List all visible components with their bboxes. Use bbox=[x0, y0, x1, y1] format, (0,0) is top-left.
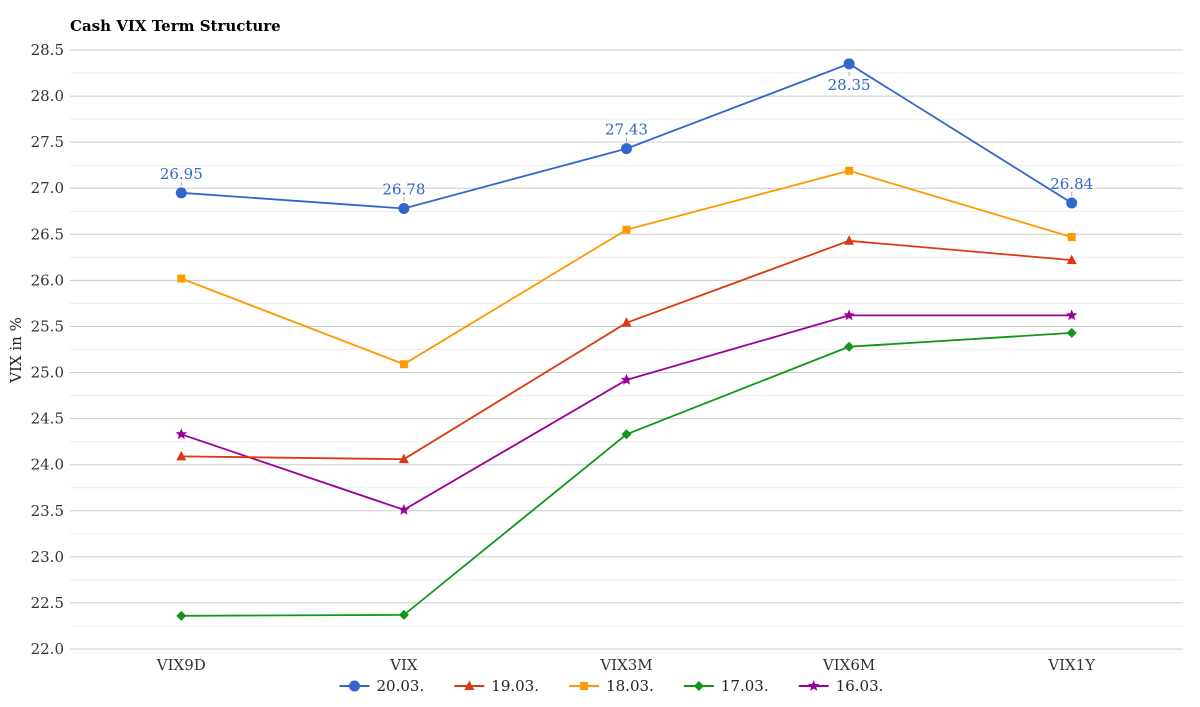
data-label: 26.78 bbox=[382, 181, 425, 199]
data-point bbox=[398, 503, 410, 515]
y-axis-label: VIX in % bbox=[7, 317, 25, 384]
data-labels: 26.95 26.78 27.43 28.35 26.84 bbox=[160, 71, 1093, 202]
y-tick-label: 23.0 bbox=[31, 548, 64, 566]
y-tick-label: 23.5 bbox=[31, 502, 64, 520]
data-point bbox=[398, 609, 409, 620]
legend-marker bbox=[349, 680, 360, 692]
data-point bbox=[398, 203, 410, 215]
legend-label: 17.03. bbox=[721, 677, 769, 695]
data-point bbox=[177, 274, 186, 283]
chart-title: Cash VIX Term Structure bbox=[70, 17, 281, 35]
data-point bbox=[175, 428, 188, 440]
data-point bbox=[175, 187, 187, 199]
data-point bbox=[843, 58, 855, 70]
x-tick-label: VIX9D bbox=[156, 656, 206, 674]
series-markers bbox=[175, 58, 1078, 621]
data-point bbox=[845, 166, 854, 175]
legend-marker bbox=[580, 682, 589, 690]
data-point bbox=[1066, 197, 1078, 209]
data-point bbox=[399, 360, 408, 369]
data-point bbox=[1066, 254, 1077, 265]
x-axis-ticks: VIX9D VIX VIX3M VIX6M VIX1Y bbox=[156, 656, 1096, 674]
data-point bbox=[844, 341, 855, 352]
legend-marker bbox=[807, 680, 820, 691]
legend-label: 18.03. bbox=[606, 677, 654, 695]
y-tick-label: 27.0 bbox=[31, 179, 64, 197]
legend-label: 19.03. bbox=[491, 677, 539, 695]
y-tick-label: 22.5 bbox=[31, 594, 64, 612]
data-point bbox=[398, 453, 409, 464]
data-point bbox=[1066, 327, 1077, 338]
legend-label: 20.03. bbox=[377, 677, 425, 695]
legend-item[interactable]: 17.03. bbox=[683, 677, 769, 695]
data-point bbox=[621, 143, 632, 155]
legend-marker bbox=[464, 680, 475, 690]
y-tick-label: 28.5 bbox=[31, 41, 64, 59]
series-line-16-03- bbox=[181, 314, 1072, 511]
legend-label: 16.03. bbox=[836, 677, 884, 695]
y-tick-label: 26.0 bbox=[31, 271, 64, 289]
data-point bbox=[621, 429, 632, 440]
y-tick-label: 26.5 bbox=[31, 225, 64, 243]
y-tick-label: 27.5 bbox=[31, 133, 64, 151]
series-line-18-03- bbox=[180, 169, 1072, 366]
data-point bbox=[843, 309, 855, 321]
y-axis-ticks: 22.0 22.5 23.0 23.5 24.0 24.5 25.0 25.5 26.0 26.5… bbox=[31, 41, 64, 658]
x-tick-label: VIX3M bbox=[599, 656, 652, 674]
data-point bbox=[621, 317, 632, 327]
legend: 20.03. 19.03. 18.03. 17.03. 16.03. bbox=[339, 677, 884, 695]
data-label: 28.35 bbox=[828, 76, 871, 94]
data-point bbox=[844, 235, 855, 245]
x-tick-label: VIX6M bbox=[822, 656, 875, 674]
legend-item[interactable]: 16.03. bbox=[798, 677, 884, 695]
data-point bbox=[620, 373, 633, 385]
legend-item[interactable]: 19.03. bbox=[454, 677, 539, 695]
y-tick-label: 24.5 bbox=[31, 410, 64, 428]
y-tick-label: 24.0 bbox=[31, 456, 64, 474]
data-point bbox=[1067, 233, 1076, 242]
data-label: 26.95 bbox=[160, 165, 203, 183]
data-point bbox=[176, 610, 187, 621]
y-tick-label: 22.0 bbox=[31, 640, 64, 658]
x-tick-label: VIX bbox=[389, 656, 418, 674]
y-tick-label: 28.0 bbox=[31, 87, 64, 105]
data-point bbox=[1065, 309, 1078, 321]
data-label: 26.84 bbox=[1050, 175, 1093, 193]
legend-item[interactable]: 18.03. bbox=[569, 677, 654, 695]
legend-marker bbox=[693, 681, 704, 691]
legend-item[interactable]: 20.03. bbox=[339, 677, 425, 695]
data-label: 27.43 bbox=[605, 121, 648, 139]
x-tick-label: VIX1Y bbox=[1047, 656, 1096, 674]
gridlines bbox=[70, 49, 1183, 650]
data-point bbox=[176, 450, 187, 461]
y-tick-label: 25.0 bbox=[31, 364, 64, 382]
y-tick-label: 25.5 bbox=[31, 317, 64, 335]
data-point bbox=[622, 225, 631, 234]
